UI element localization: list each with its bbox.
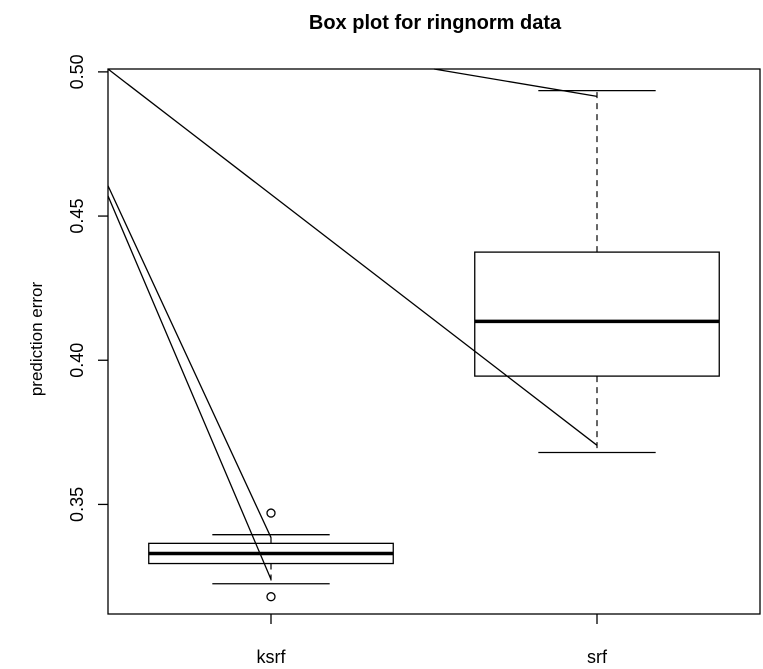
y-axis-label: prediction error	[27, 281, 46, 396]
x-tick-label-ksrf: ksrf	[257, 647, 287, 667]
connecting-line	[107, 68, 598, 446]
box-iqr	[474, 251, 720, 377]
y-axis: 0.35 0.40 0.45 0.50	[67, 54, 108, 522]
y-tick-label: 0.35	[67, 487, 87, 522]
outlier-point	[266, 508, 276, 518]
x-axis: ksrf srf	[257, 614, 608, 667]
connecting-line	[107, 195, 272, 580]
y-tick-label: 0.40	[67, 343, 87, 378]
x-tick-label-srf: srf	[587, 647, 608, 667]
boxes	[148, 89, 720, 602]
y-tick-label: 0.45	[67, 199, 87, 234]
connecting-lines	[107, 68, 598, 580]
connecting-line	[433, 68, 598, 98]
y-tick-label: 0.50	[67, 54, 87, 89]
box-ksrf	[148, 508, 394, 602]
box-srf	[474, 89, 720, 454]
connecting-line	[107, 185, 272, 538]
outlier-point	[266, 592, 276, 602]
chart-title: Box plot for ringnorm data	[309, 12, 562, 34]
